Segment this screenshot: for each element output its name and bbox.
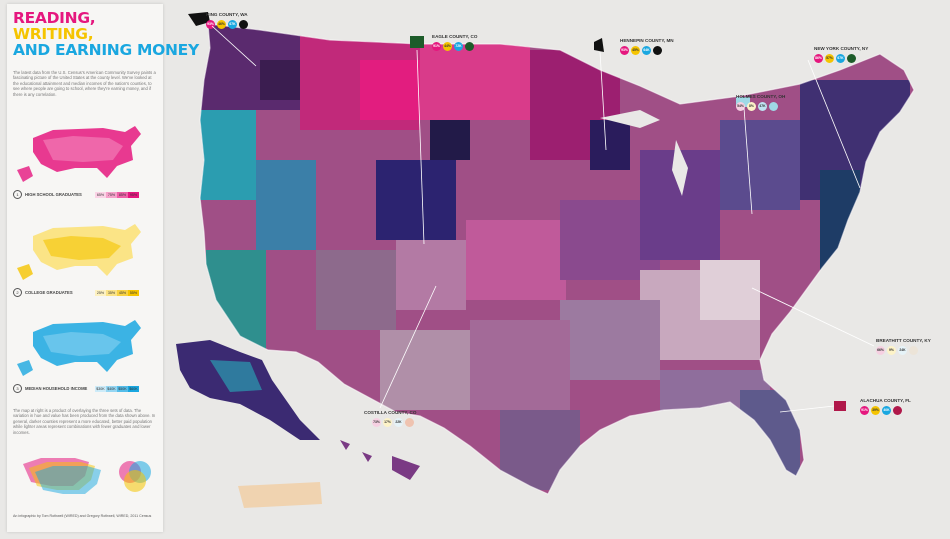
- legend-swatch: $30K: [95, 385, 106, 392]
- intro-text: The latest data from the U.S. Census's A…: [13, 70, 156, 97]
- value-dot: 9%: [887, 346, 896, 355]
- combined-dot: [893, 406, 902, 415]
- combined-dot: [909, 346, 918, 355]
- county-name: COSTILLA COUNTY, CO: [364, 410, 417, 415]
- value-dot: 44%: [443, 42, 452, 51]
- value-dot: 8%: [747, 102, 756, 111]
- county-name: KING COUNTY, WA: [206, 12, 248, 17]
- annotation-alachua-county: ALACHUA COUNTY, FL 91% 39% 40K: [834, 398, 911, 416]
- annotation-king-county: KING COUNTY, WA 93% 46% 67K: [186, 10, 248, 33]
- value-dot: 72K: [454, 42, 463, 51]
- legend-swatch: 35%: [106, 289, 117, 296]
- annotation-eagle-county: EAGLE COUNTY, CO 91% 44% 72K: [408, 34, 477, 55]
- county-values: 93% 46% 67K: [206, 20, 248, 29]
- title-line-1: READING,: [13, 9, 96, 27]
- legend-swatch: 55%: [128, 289, 139, 296]
- value-dot: 17%: [383, 418, 392, 427]
- combined-dot: [405, 418, 414, 427]
- legend-swatch: 45%: [117, 289, 128, 296]
- page-title: READING, WRITING, AND EARNING MONEY: [13, 10, 199, 58]
- value-dot: 73%: [372, 418, 381, 427]
- legend-label: HIGH SCHOOL GRADUATES: [25, 192, 82, 197]
- value-dot: 47K: [758, 102, 767, 111]
- legend-number: 2: [13, 288, 22, 297]
- value-dot: 91%: [860, 406, 869, 415]
- value-dot: 45%: [631, 46, 640, 55]
- legend-high-school: 1 HIGH SCHOOL GRADUATES 65% 75% 85% 95%: [13, 190, 157, 199]
- legend-swatch: 75%: [106, 191, 117, 198]
- college-mini-map: [17, 224, 141, 280]
- income-mini-map: [17, 320, 141, 376]
- county-values: 54% 8% 47K: [736, 102, 778, 111]
- county-values: 66% 9% 24K: [876, 346, 918, 355]
- county-name: ALACHUA COUNTY, FL: [860, 398, 911, 403]
- value-dot: 64K: [642, 46, 651, 55]
- county-name: BREATHITT COUNTY, KY: [876, 338, 931, 343]
- explanation-text: The map at right is a product of overlay…: [13, 408, 156, 435]
- value-dot: 57%: [825, 54, 834, 63]
- overlay-diagram: [23, 458, 151, 494]
- value-dot: 40K: [882, 406, 891, 415]
- county-values: 91% 44% 72K: [432, 42, 474, 51]
- value-dot: 22K: [394, 418, 403, 427]
- value-dot: 67K: [228, 20, 237, 29]
- eagle-county-shape-icon: [410, 36, 424, 48]
- combined-dot: [769, 102, 778, 111]
- legend-swatch: 65%: [95, 191, 106, 198]
- value-dot: 93%: [620, 46, 629, 55]
- legend-label: MEDIAN HOUSEHOLD INCOME: [25, 386, 88, 391]
- legend-swatch: $40K: [106, 385, 117, 392]
- sidebar-panel: READING, WRITING, AND EARNING MONEY The …: [7, 4, 199, 532]
- legend-college: 2 COLLEGE GRADUATES 25% 35% 45% 55%: [13, 288, 157, 297]
- combined-dot: [653, 46, 662, 55]
- legend-number: 1: [13, 190, 22, 199]
- county-values: 86% 57% 67K: [814, 54, 856, 63]
- value-dot: 91%: [432, 42, 441, 51]
- value-dot: 46%: [217, 20, 226, 29]
- county-name: HENNEPIN COUNTY, MN: [620, 38, 674, 43]
- value-dot: 54%: [736, 102, 745, 111]
- legend-swatch: 95%: [128, 191, 139, 198]
- alachua-county-shape-icon: [834, 401, 846, 411]
- legend-label: COLLEGE GRADUATES: [25, 290, 73, 295]
- county-values: 91% 39% 40K: [860, 406, 902, 415]
- annotation-holmes-county: HOLMES COUNTY, OH 54% 8% 47K: [736, 94, 785, 112]
- title-line-2: WRITING,: [13, 25, 94, 43]
- county-values: 73% 17% 22K: [372, 418, 414, 427]
- county-name: NEW YORK COUNTY, NY: [814, 46, 869, 51]
- high-school-mini-map: [17, 126, 141, 182]
- credits-text: An infographic by Tom Rothwell (WIRED) a…: [13, 514, 152, 518]
- county-name: EAGLE COUNTY, CO: [432, 34, 478, 39]
- value-dot: 86%: [814, 54, 823, 63]
- county-values: 93% 45% 64K: [620, 46, 662, 55]
- legend-income: 3 MEDIAN HOUSEHOLD INCOME $30K $40K $50K…: [13, 384, 157, 393]
- hennepin-county-shape-icon: [594, 38, 604, 52]
- legend-swatch: 25%: [95, 289, 106, 296]
- value-dot: 39%: [871, 406, 880, 415]
- value-dot: 67K: [836, 54, 845, 63]
- value-dot: 93%: [206, 20, 215, 29]
- legend-swatch: $60K: [128, 385, 139, 392]
- combined-dot: [847, 54, 856, 63]
- title-line-3: AND EARNING MONEY: [13, 41, 199, 59]
- county-name: HOLMES COUNTY, OH: [736, 94, 786, 99]
- combined-dot: [239, 20, 248, 29]
- king-county-shape-icon: [188, 12, 210, 26]
- legend-number: 3: [13, 384, 22, 393]
- value-dot: 66%: [876, 346, 885, 355]
- legend-swatch: $50K: [117, 385, 128, 392]
- legend-swatch: 85%: [117, 191, 128, 198]
- value-dot: 24K: [898, 346, 907, 355]
- combined-dot: [465, 42, 474, 51]
- annotation-hennepin-county: HENNEPIN COUNTY, MN 93% 45% 64K: [592, 38, 674, 59]
